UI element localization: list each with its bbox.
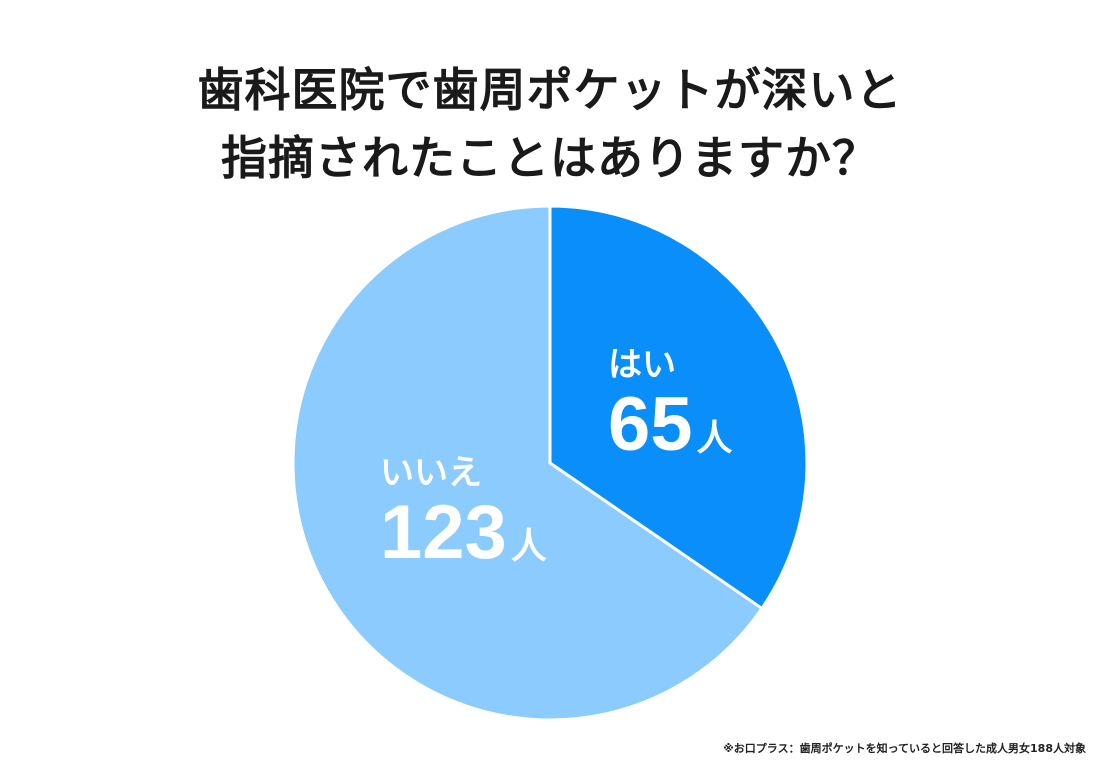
slice-unit-yes: 人 bbox=[696, 417, 733, 458]
pie-slice-yes bbox=[548, 204, 809, 610]
title-line-1: 歯科医院で歯周ポケットが深いと bbox=[191, 60, 909, 120]
slice-unit-no: 人 bbox=[510, 525, 547, 566]
footnote: ※お口プラス：歯周ポケットを知っていると回答した成人男女188人対象 bbox=[723, 742, 1086, 755]
pie-slice-no bbox=[291, 204, 764, 722]
chart-title: 歯科医院で歯周ポケットが深いと 指摘されたことはありますか？ bbox=[0, 60, 1100, 188]
title-line-2: 指摘されたことはありますか？ bbox=[215, 128, 885, 188]
slice-name-yes: はい bbox=[608, 346, 676, 384]
slice-name-no: いいえ bbox=[380, 454, 482, 492]
slice-label-no: いいえ 123 人 bbox=[380, 453, 547, 586]
slice-value-yes: 65 人 bbox=[608, 385, 733, 478]
slice-label-yes: はい 65 人 bbox=[608, 345, 733, 478]
slice-value-no: 123 人 bbox=[380, 493, 547, 586]
slice-count-no: 123 bbox=[380, 490, 507, 575]
slice-count-yes: 65 bbox=[608, 382, 693, 467]
